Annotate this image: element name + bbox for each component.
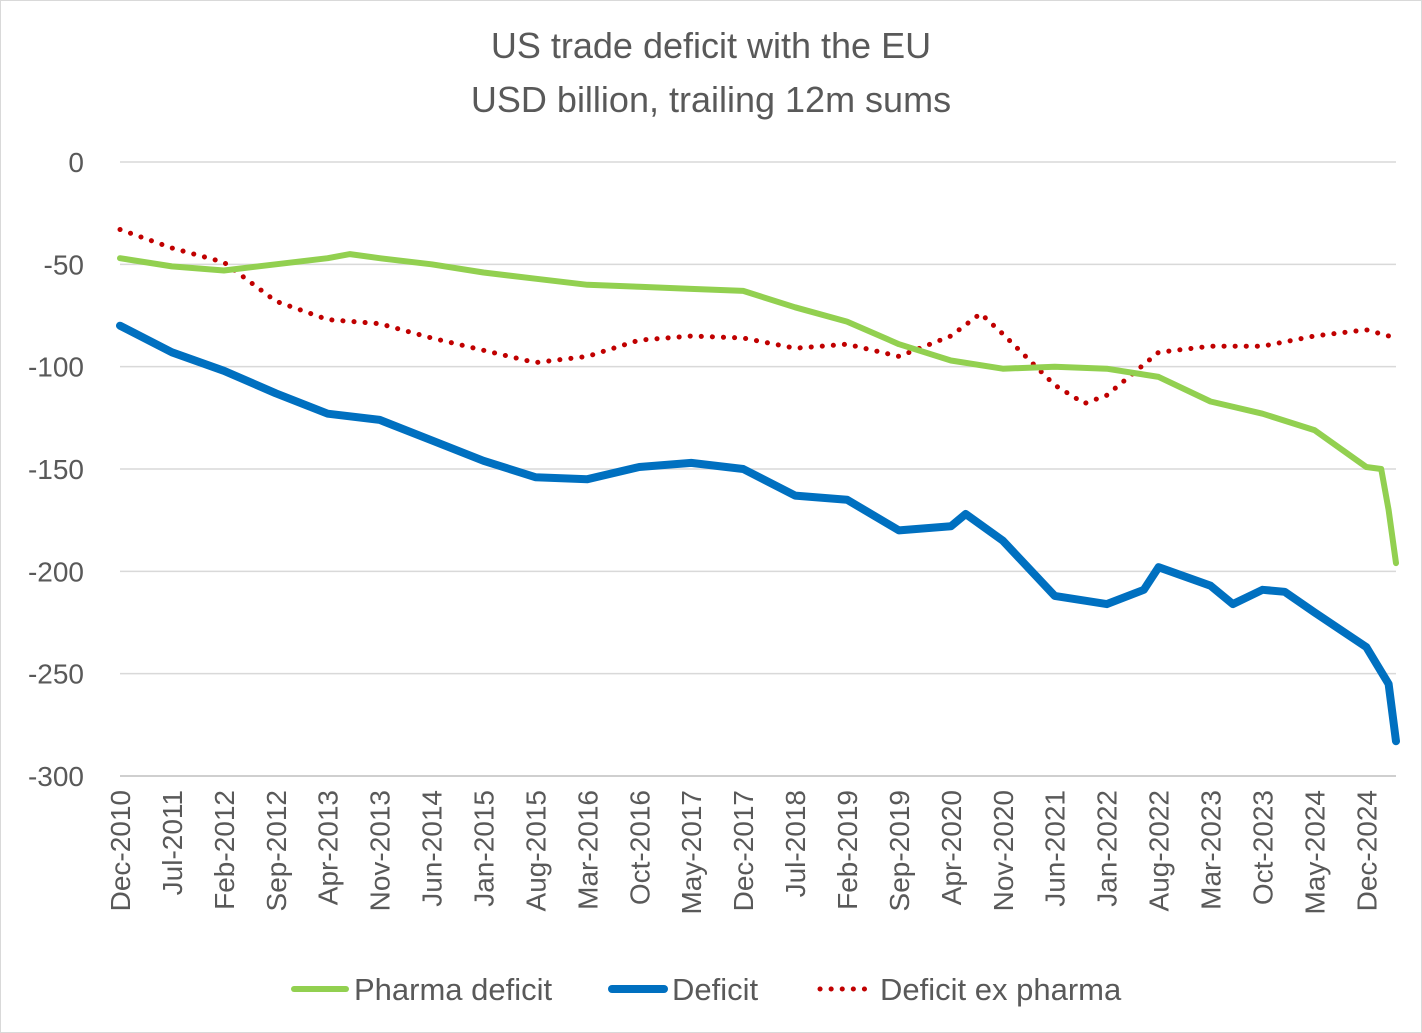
x-tick-label: Apr-2013 bbox=[313, 790, 344, 905]
x-tick-label: Jun-2021 bbox=[1040, 790, 1071, 907]
y-tick-label: -200 bbox=[28, 556, 84, 587]
x-tick-label: Oct-2023 bbox=[1247, 790, 1278, 905]
series-line-deficit bbox=[116, 321, 1400, 746]
y-tick-label: -150 bbox=[28, 454, 84, 485]
x-tick-label: Apr-2020 bbox=[936, 790, 967, 905]
x-tick-label: Sep-2019 bbox=[884, 790, 915, 911]
legend-label: Deficit ex pharma bbox=[880, 972, 1122, 1007]
x-tick-label: Dec-2010 bbox=[105, 790, 136, 911]
chart-title: US trade deficit with the EU bbox=[491, 25, 931, 66]
x-tick-label: Sep-2012 bbox=[261, 790, 292, 911]
legend: Pharma deficit Deficit Deficit ex pharma bbox=[291, 972, 1122, 1007]
chart-subtitle: USD billion, trailing 12m sums bbox=[471, 79, 951, 120]
x-tick-label: Aug-2022 bbox=[1144, 790, 1175, 911]
x-tick-label: Jun-2014 bbox=[417, 790, 448, 907]
x-tick-label: Feb-2012 bbox=[209, 790, 240, 910]
series-line-pharma-deficit bbox=[117, 251, 1399, 567]
gridlines bbox=[120, 161, 1396, 777]
x-tick-label: May-2024 bbox=[1299, 790, 1330, 915]
x-tick-label: Dec-2017 bbox=[728, 790, 759, 911]
y-axis-ticks: 0 -50 -100 -150 -200 -250 -300 bbox=[28, 147, 84, 792]
y-tick-label: -300 bbox=[28, 761, 84, 792]
y-tick-label: 0 bbox=[68, 147, 84, 178]
x-tick-label: Jul-2018 bbox=[780, 790, 811, 897]
series-line-deficit-ex-pharma bbox=[117, 227, 1399, 406]
x-tick-label: Jan-2022 bbox=[1092, 790, 1123, 907]
y-tick-label: -250 bbox=[28, 659, 84, 690]
x-tick-label: Mar-2023 bbox=[1196, 790, 1227, 910]
legend-label: Deficit bbox=[672, 972, 759, 1007]
x-tick-label: May-2017 bbox=[676, 790, 707, 915]
x-tick-label: Oct-2016 bbox=[624, 790, 655, 905]
y-tick-label: -100 bbox=[28, 352, 84, 383]
x-tick-label: Aug-2015 bbox=[520, 790, 551, 911]
x-tick-label: Nov-2020 bbox=[988, 790, 1019, 911]
y-tick-label: -50 bbox=[44, 249, 84, 280]
x-tick-label: Nov-2013 bbox=[365, 790, 396, 911]
series-lines bbox=[116, 227, 1400, 746]
x-tick-label: Jul-2011 bbox=[157, 790, 188, 895]
x-axis-ticks: Dec-2010 Jul-2011 Feb-2012 Sep-2012 Apr-2013… bbox=[105, 790, 1382, 915]
x-tick-label: Mar-2016 bbox=[572, 790, 603, 910]
legend-label: Pharma deficit bbox=[354, 972, 553, 1007]
x-tick-label: Feb-2019 bbox=[832, 790, 863, 910]
x-tick-label: Dec-2024 bbox=[1351, 790, 1382, 911]
x-tick-label: Jan-2015 bbox=[469, 790, 500, 907]
